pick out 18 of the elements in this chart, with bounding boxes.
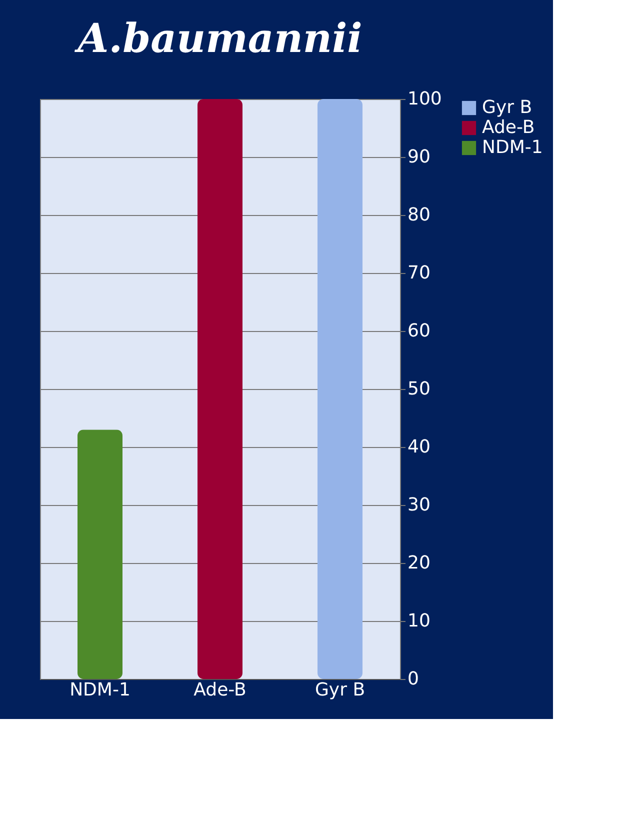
y-tick-label: 20 bbox=[408, 552, 430, 574]
y-tick-label: 90 bbox=[408, 146, 430, 168]
legend-label: Ade-B bbox=[482, 117, 535, 138]
y-tick-label: 0 bbox=[408, 668, 419, 690]
y-tick-label: 60 bbox=[408, 320, 430, 342]
y-tick-label: 70 bbox=[408, 262, 430, 284]
x-tick-label: Ade-B bbox=[194, 680, 246, 700]
y-tick-label: 50 bbox=[408, 378, 430, 400]
x-tick-label: NDM-1 bbox=[70, 680, 130, 700]
legend-label: NDM-1 bbox=[482, 137, 543, 158]
y-tick-label: 30 bbox=[408, 494, 430, 516]
y-tick-label: 80 bbox=[408, 204, 430, 226]
legend-label: Gyr B bbox=[482, 97, 532, 118]
y-tick-label: 100 bbox=[408, 88, 442, 110]
x-tick-label: Gyr B bbox=[314, 680, 366, 700]
chart-title: A.baumannii bbox=[74, 15, 362, 62]
y-tick-label: 10 bbox=[408, 610, 430, 632]
y-tick-label: 40 bbox=[408, 436, 430, 458]
